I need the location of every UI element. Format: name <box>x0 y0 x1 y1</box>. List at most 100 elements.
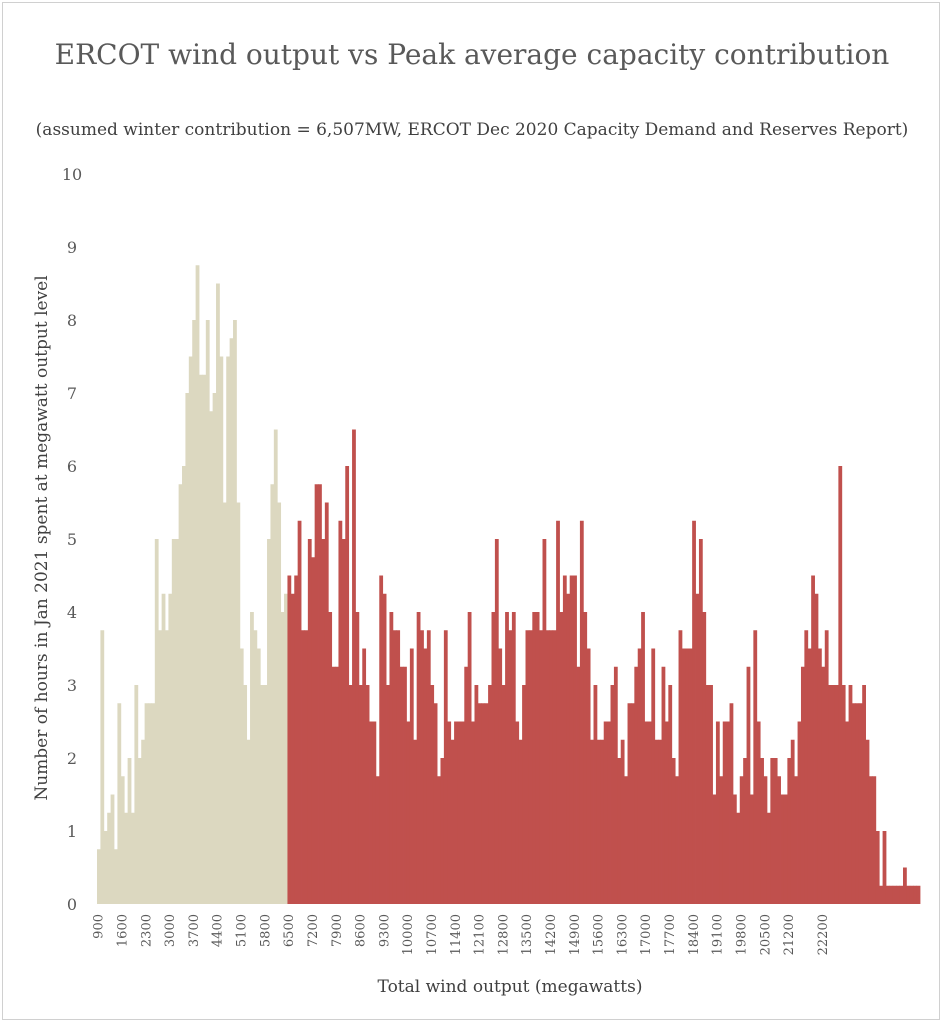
x-tick-label: 20500 <box>758 914 773 955</box>
y-tick-label: 4 <box>67 603 77 622</box>
y-tick-label: 8 <box>67 311 77 330</box>
histogram-bar <box>277 502 282 904</box>
histogram-bar <box>365 685 370 904</box>
histogram-bar <box>494 539 499 904</box>
histogram-bar <box>811 575 815 904</box>
histogram-bar <box>182 466 186 904</box>
histogram-bar <box>328 612 333 904</box>
x-tick-label: 10000 <box>401 914 416 955</box>
x-tick-label: 4400 <box>211 914 226 947</box>
histogram-bar <box>481 703 486 904</box>
histogram-bar <box>341 539 346 904</box>
histogram-bar <box>311 557 316 904</box>
histogram-bar <box>569 575 574 904</box>
histogram-bar <box>396 630 401 904</box>
histogram-bar <box>389 612 394 904</box>
histogram-bar <box>253 630 258 904</box>
histogram-bar <box>433 703 438 904</box>
histogram-bar <box>454 721 458 904</box>
histogram-bar <box>610 685 615 904</box>
x-tick-labels: 900 1600 2300 3000 3700 4400 5100 5800 6500 7200 7… <box>92 914 831 955</box>
histogram-bar <box>375 776 380 904</box>
histogram-bar <box>117 703 122 904</box>
histogram-bar <box>284 593 288 904</box>
histogram-bar <box>239 648 244 904</box>
histogram-bar <box>600 739 605 904</box>
histogram-bar <box>586 648 591 904</box>
histogram-bar <box>515 721 520 904</box>
histogram-bar <box>542 539 547 904</box>
histogram-bar <box>525 630 530 904</box>
histogram-bar <box>566 593 571 904</box>
histogram-bar <box>399 666 404 904</box>
histogram-bar <box>661 666 666 904</box>
histogram-bar <box>913 885 917 904</box>
histogram-bar <box>188 356 193 904</box>
x-tick-label: 3700 <box>187 914 202 947</box>
histogram-bar <box>889 885 894 904</box>
histogram-bar <box>702 612 707 904</box>
histogram-bar <box>709 685 713 904</box>
x-tick-label: 2300 <box>139 914 154 947</box>
histogram-bar <box>416 612 421 904</box>
histogram-bar <box>855 703 860 904</box>
histogram-bar <box>321 539 326 904</box>
x-tick-label: 900 <box>92 914 107 939</box>
histogram-bar <box>430 685 435 904</box>
histogram-bar <box>882 831 887 904</box>
y-tick-label: 3 <box>67 676 77 695</box>
histogram-bar <box>875 831 880 904</box>
x-tick-label: 1600 <box>116 914 131 947</box>
histogram-bar <box>770 758 775 904</box>
histogram-bar <box>613 666 618 904</box>
histogram-bar <box>362 648 367 904</box>
histogram-bar <box>872 776 877 904</box>
x-tick-label: 10700 <box>425 914 440 955</box>
x-tick-label: 13500 <box>520 914 535 955</box>
histogram-bar <box>488 685 492 904</box>
histogram-bar <box>590 739 594 904</box>
histogram-bar <box>420 630 424 904</box>
histogram-bar <box>372 721 377 904</box>
histogram-bar <box>471 721 475 904</box>
histogram-bar <box>137 758 142 904</box>
histogram-bar <box>318 484 322 904</box>
histogram-bar <box>236 502 241 904</box>
histogram-bar <box>457 721 462 904</box>
histogram-bar <box>715 721 720 904</box>
histogram-bar <box>178 484 183 904</box>
histogram-bar <box>151 703 156 904</box>
x-tick-label: 21200 <box>782 914 797 955</box>
histogram-bar <box>263 685 268 904</box>
histogram-bar <box>352 429 356 904</box>
histogram-bar <box>763 776 768 904</box>
histogram-bar <box>185 393 190 904</box>
histogram-bar <box>675 776 679 904</box>
histogram-bar <box>862 685 866 904</box>
y-tick-label: 6 <box>67 457 77 476</box>
histogram-bar <box>766 812 771 904</box>
histogram-bar <box>712 794 717 904</box>
histogram-bar <box>335 666 339 904</box>
histogram-bar <box>171 539 176 904</box>
histogram-bar <box>549 630 554 904</box>
histogram-bar <box>641 612 645 904</box>
x-tick-label: 14200 <box>544 914 559 955</box>
histogram-bar <box>678 630 683 904</box>
histogram-bar <box>906 885 911 904</box>
x-tick-label: 12100 <box>473 914 488 955</box>
histogram-bar <box>705 685 710 904</box>
histogram-bar <box>773 758 778 904</box>
histogram-bar <box>260 685 265 904</box>
x-tick-label: 17000 <box>639 914 654 955</box>
histogram-bar <box>386 685 390 904</box>
histogram-bar <box>838 466 843 904</box>
histogram-bar <box>817 648 822 904</box>
histogram-bar <box>280 612 285 904</box>
histogram-bar <box>556 520 560 904</box>
histogram-bar <box>243 685 248 904</box>
histogram-bar <box>596 739 601 904</box>
histogram-bar <box>413 739 418 904</box>
histogram-bar <box>392 630 397 904</box>
